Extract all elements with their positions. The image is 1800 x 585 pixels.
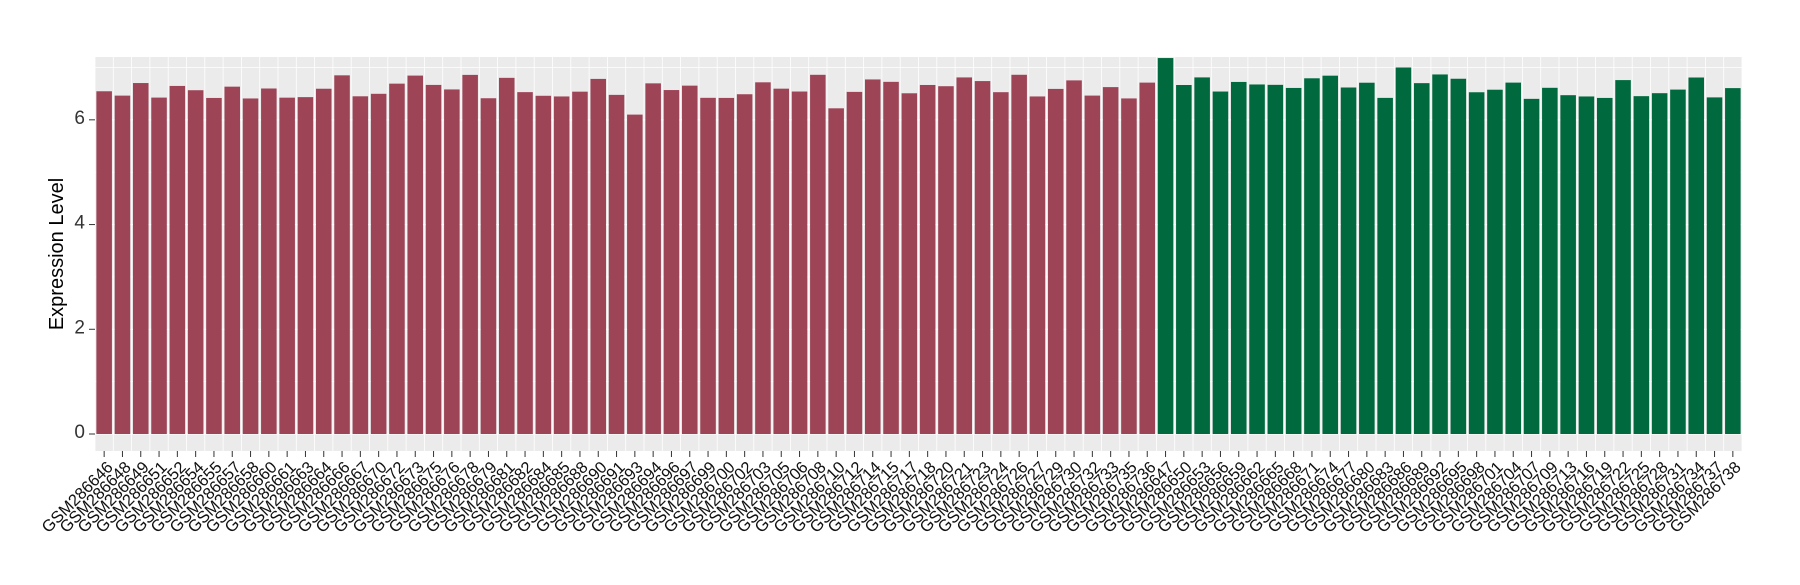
svg-text:2: 2 <box>74 317 85 338</box>
svg-text:4: 4 <box>74 213 85 234</box>
svg-text:0: 0 <box>74 422 85 443</box>
svg-text:6: 6 <box>74 108 85 129</box>
